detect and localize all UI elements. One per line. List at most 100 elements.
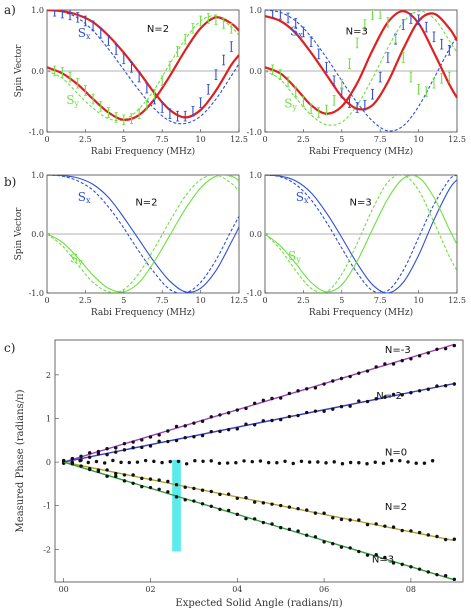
data-point — [166, 429, 170, 433]
data-point — [398, 458, 402, 463]
series-line-sy-dashed — [265, 175, 457, 293]
series-line-sy-dashed — [47, 15, 239, 122]
data-point — [409, 529, 413, 533]
data-point — [435, 384, 439, 388]
data-point — [160, 460, 164, 465]
data-point — [296, 389, 300, 393]
data-point — [168, 459, 172, 464]
data-point — [127, 460, 131, 465]
data-point — [209, 504, 213, 508]
data-point — [313, 409, 318, 413]
data-point — [270, 418, 274, 423]
x-tick-label: 7.5 — [156, 135, 169, 144]
data-point — [322, 409, 326, 413]
data-point — [122, 448, 127, 452]
x-tick-label: 7.5 — [156, 296, 169, 305]
data-point — [365, 462, 369, 466]
data-point — [357, 371, 361, 375]
data-point — [176, 459, 181, 464]
data-point — [79, 464, 83, 468]
data-point — [88, 467, 92, 472]
data-point — [157, 439, 161, 444]
x-tick-label: 0 — [44, 135, 49, 144]
data-point — [435, 572, 439, 577]
data-point — [261, 501, 266, 505]
y-tick-label: 0.0 — [249, 230, 262, 239]
data-point — [316, 460, 320, 464]
data-point — [417, 389, 422, 393]
data-point — [340, 462, 345, 466]
data-point — [313, 535, 318, 539]
data-point — [381, 461, 386, 465]
plot-a-right: 1.0 0.0 -1.00 2.5 5 7.5 10 12.5 Rabi Frequency (… — [247, 6, 466, 157]
data-point — [217, 461, 222, 465]
data-point — [122, 479, 127, 483]
y-tick-label: -1.0 — [247, 289, 262, 298]
data-point — [96, 451, 101, 456]
data-point — [209, 489, 213, 494]
data-point — [192, 421, 196, 425]
data-point — [299, 459, 304, 463]
data-point — [225, 461, 230, 465]
x-tick-label: 0 — [262, 135, 267, 144]
data-point — [339, 545, 344, 549]
data-point — [88, 451, 92, 455]
data-point — [200, 419, 205, 423]
data-point — [226, 427, 231, 432]
data-point — [209, 459, 213, 463]
data-point — [193, 458, 197, 463]
data-point — [148, 444, 153, 448]
data-point — [374, 553, 378, 557]
data-point — [426, 387, 430, 391]
data-point — [313, 386, 318, 390]
data-point — [296, 413, 300, 418]
data-point — [283, 459, 287, 464]
data-point — [96, 469, 101, 474]
series-line-fit-sx-fit — [47, 10, 239, 119]
data-point — [417, 567, 422, 571]
x-tick-label: 06 — [319, 585, 329, 594]
data-point — [244, 496, 248, 500]
data-point — [391, 362, 396, 366]
data-point — [244, 406, 248, 411]
data-point — [443, 383, 448, 388]
series-line-sy-dashed — [47, 175, 239, 293]
x-tick-label: 00 — [59, 585, 69, 594]
data-point — [287, 391, 292, 396]
x-axis-label: Rabi Frequency (MHz) — [309, 307, 413, 318]
data-point — [234, 461, 238, 465]
x-tick-label: 02 — [145, 585, 155, 594]
fit-line — [63, 461, 455, 581]
y-tick-label: -2 — [43, 545, 51, 554]
data-point — [279, 503, 283, 508]
data-point — [270, 396, 274, 401]
plot-a-left: 1.0 0.0 -1.00 2.5 5 7.5 10 12.5 Rabi Frequency (… — [14, 6, 248, 157]
data-point — [331, 516, 335, 520]
x-tick-label: 12.5 — [230, 135, 248, 144]
series-line-sx-solid — [47, 175, 239, 293]
data-point — [218, 413, 222, 417]
data-point — [192, 499, 196, 503]
panel-a-label: a) — [4, 3, 16, 17]
data-point — [183, 498, 187, 502]
data-point — [374, 365, 378, 369]
data-point — [452, 343, 457, 348]
y-tick-label: 0.0 — [31, 67, 44, 76]
data-point — [426, 351, 430, 355]
data-point — [373, 460, 377, 464]
data-point — [209, 415, 213, 419]
data-point — [114, 471, 118, 476]
data-point — [244, 422, 248, 426]
data-point — [157, 433, 161, 437]
fit-line — [63, 461, 455, 542]
x-tick-label: 04 — [232, 585, 242, 594]
data-point — [184, 462, 189, 466]
data-point — [86, 460, 90, 465]
data-point — [287, 505, 292, 509]
data-point — [235, 427, 239, 431]
data-point — [258, 459, 263, 463]
data-point — [143, 458, 148, 463]
y-tick-label: 1.0 — [31, 171, 44, 180]
data-point — [235, 496, 239, 501]
data-point — [201, 459, 205, 463]
